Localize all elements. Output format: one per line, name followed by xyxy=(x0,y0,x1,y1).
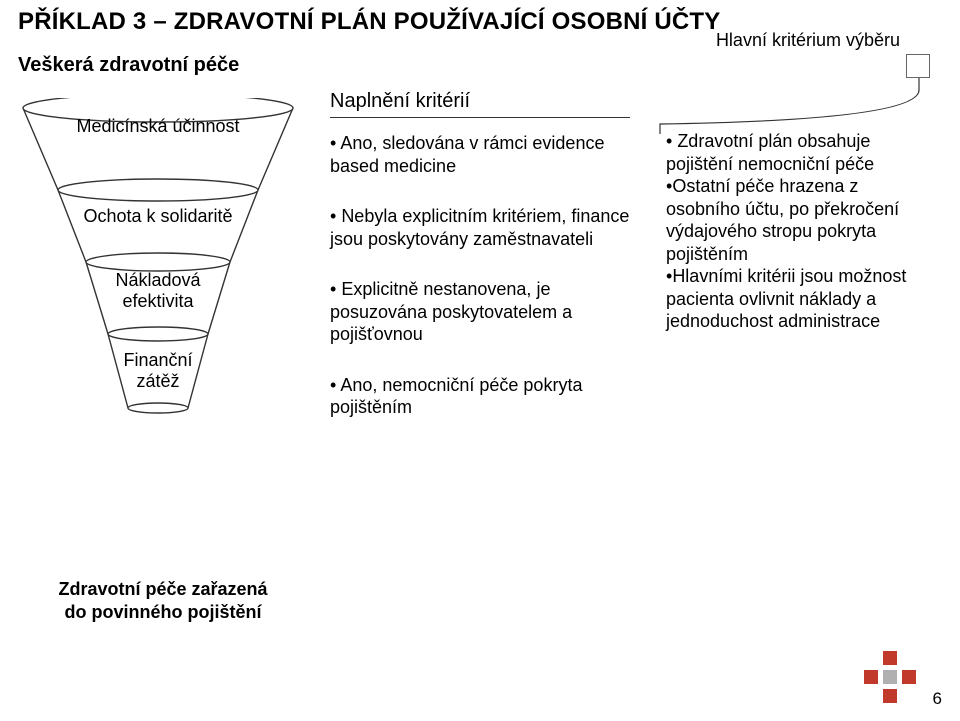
funnel-label-3: Nákladová efektivita xyxy=(18,270,298,312)
criteria-header: Naplnění kritérií xyxy=(330,90,630,118)
criteria-bullet-1-text: Ano, sledována v rámci evidence based me… xyxy=(330,133,604,176)
criteria-bullet-3-text: Explicitně nestanovena, je posuzována po… xyxy=(330,279,572,344)
criteria-bullet-4: • Ano, nemocniční péče pokryta pojištění… xyxy=(330,374,630,419)
criteria-bullet-4-text: Ano, nemocniční péče pokryta pojištěním xyxy=(330,375,582,418)
summary-bullet-2-text: Ostatní péče hrazena z osobního účtu, po… xyxy=(666,176,899,264)
summary-bullet-1-text: Zdravotní plán obsahuje pojištění nemocn… xyxy=(666,131,874,174)
summary-bullet-1: • Zdravotní plán obsahuje pojištění nemo… xyxy=(666,130,936,175)
funnel-label-1: Medicínská účinnost xyxy=(18,116,298,137)
criteria-column: Naplnění kritérií • Ano, sledována v rám… xyxy=(330,90,630,447)
logo-icon xyxy=(864,651,916,703)
criteria-bullet-1: • Ano, sledována v rámci evidence based … xyxy=(330,132,630,177)
summary-column: • Zdravotní plán obsahuje pojištění nemo… xyxy=(666,130,936,333)
bottom-caption-line1: Zdravotní péče zařazená xyxy=(58,579,267,599)
criteria-bullet-3: • Explicitně nestanovena, je posuzována … xyxy=(330,278,630,346)
page-subheader: Veškerá zdravotní péče xyxy=(18,54,239,77)
bottom-caption-line2: do povinného pojištění xyxy=(65,602,262,622)
funnel-label-2: Ochota k solidaritě xyxy=(18,206,298,227)
summary-bullet-3: •Hlavními kritérii jsou možnost pacienta… xyxy=(666,265,936,333)
summary-bullet-2: •Ostatní péče hrazena z osobního účtu, p… xyxy=(666,175,936,265)
criteria-bullet-2-text: Nebyla explicitním kritériem, finance js… xyxy=(330,206,629,249)
funnel-label-4: Finanční zátěž xyxy=(18,350,298,392)
funnel-diagram: Medicínská účinnost Ochota k solidaritě … xyxy=(18,98,298,498)
funnel-bottom-caption: Zdravotní péče zařazená do povinného poj… xyxy=(18,578,308,625)
summary-bullet-3-text: Hlavními kritérii jsou možnost pacienta … xyxy=(666,266,906,331)
page-title: PŘÍKLAD 3 – ZDRAVOTNÍ PLÁN POUŽÍVAJÍCÍ O… xyxy=(18,8,721,36)
selection-criterion-label: Hlavní kritérium výběru xyxy=(716,30,900,51)
checkbox-icon xyxy=(906,54,930,78)
selection-checkbox xyxy=(906,54,930,83)
criteria-bullet-2: • Nebyla explicitním kritériem, finance … xyxy=(330,205,630,250)
slide: PŘÍKLAD 3 – ZDRAVOTNÍ PLÁN POUŽÍVAJÍCÍ O… xyxy=(0,0,960,721)
page-number: 6 xyxy=(933,689,942,709)
